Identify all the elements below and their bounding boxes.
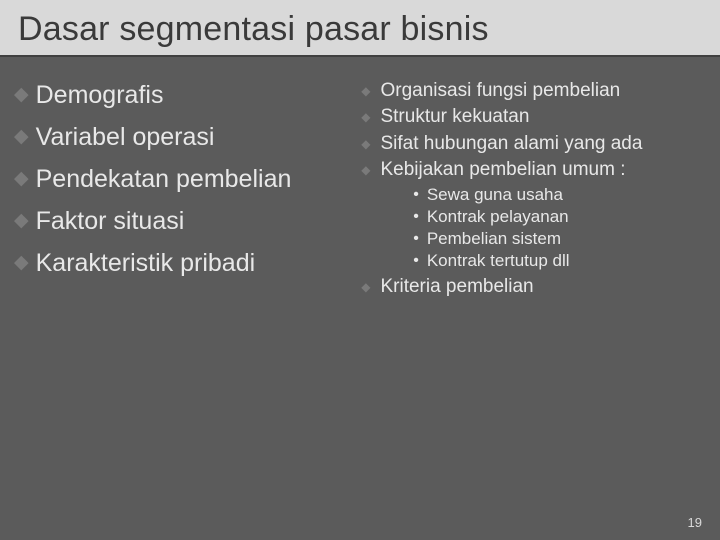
sub-list-item: • Pembelian sistem <box>343 228 706 250</box>
sub-list-item: • Sewa guna usaha <box>343 184 706 206</box>
list-item: ◆ Kebijakan pembelian umum : <box>343 158 706 182</box>
diamond-bullet-icon: ◆ <box>14 127 29 146</box>
list-item: ◆ Faktor situasi <box>14 205 331 237</box>
dot-bullet-icon: • <box>413 251 419 270</box>
sub-list-item-text: Pembelian sistem <box>427 228 561 250</box>
diamond-bullet-icon: ◆ <box>361 85 370 97</box>
sub-list-item-text: Kontrak pelayanan <box>427 206 569 228</box>
list-item-text: Kriteria pembelian <box>380 275 533 299</box>
list-item-text: Karakteristik pribadi <box>36 247 256 279</box>
sub-list-item: • Kontrak tertutup dll <box>343 250 706 272</box>
list-item: ◆ Demografis <box>14 79 331 111</box>
diamond-bullet-icon: ◆ <box>361 138 370 150</box>
diamond-bullet-icon: ◆ <box>361 164 370 176</box>
right-column: ◆ Organisasi fungsi pembelian ◆ Struktur… <box>339 79 706 531</box>
page-number: 19 <box>688 515 702 530</box>
sub-list-item-text: Sewa guna usaha <box>427 184 563 206</box>
body-area: ◆ Demografis ◆ Variabel operasi ◆ Pendek… <box>0 57 720 531</box>
list-item: ◆ Pendekatan pembelian <box>14 163 331 195</box>
list-item-text: Variabel operasi <box>36 121 215 153</box>
list-item: ◆ Variabel operasi <box>14 121 331 153</box>
title-area: Dasar segmentasi pasar bisnis <box>0 0 720 57</box>
list-item-text: Kebijakan pembelian umum : <box>380 158 625 182</box>
slide-title: Dasar segmentasi pasar bisnis <box>18 10 702 49</box>
dot-bullet-icon: • <box>413 207 419 226</box>
diamond-bullet-icon: ◆ <box>14 253 29 272</box>
diamond-bullet-icon: ◆ <box>361 111 370 123</box>
diamond-bullet-icon: ◆ <box>361 281 370 293</box>
list-item: ◆ Karakteristik pribadi <box>14 247 331 279</box>
list-item: ◆ Sifat hubungan alami yang ada <box>343 132 706 156</box>
diamond-bullet-icon: ◆ <box>14 85 29 104</box>
slide: Dasar segmentasi pasar bisnis ◆ Demograf… <box>0 0 720 540</box>
list-item-text: Demografis <box>36 79 164 111</box>
list-item: ◆ Kriteria pembelian <box>343 275 706 299</box>
diamond-bullet-icon: ◆ <box>14 169 29 188</box>
left-column: ◆ Demografis ◆ Variabel operasi ◆ Pendek… <box>14 79 339 531</box>
list-item-text: Faktor situasi <box>36 205 185 237</box>
sub-list-item-text: Kontrak tertutup dll <box>427 250 570 272</box>
list-item-text: Struktur kekuatan <box>380 105 529 129</box>
list-item: ◆ Struktur kekuatan <box>343 105 706 129</box>
list-item-text: Organisasi fungsi pembelian <box>380 79 620 103</box>
sub-list-item: • Kontrak pelayanan <box>343 206 706 228</box>
dot-bullet-icon: • <box>413 185 419 204</box>
dot-bullet-icon: • <box>413 229 419 248</box>
diamond-bullet-icon: ◆ <box>14 211 29 230</box>
list-item-text: Pendekatan pembelian <box>36 163 292 195</box>
list-item-text: Sifat hubungan alami yang ada <box>380 132 642 156</box>
list-item: ◆ Organisasi fungsi pembelian <box>343 79 706 103</box>
